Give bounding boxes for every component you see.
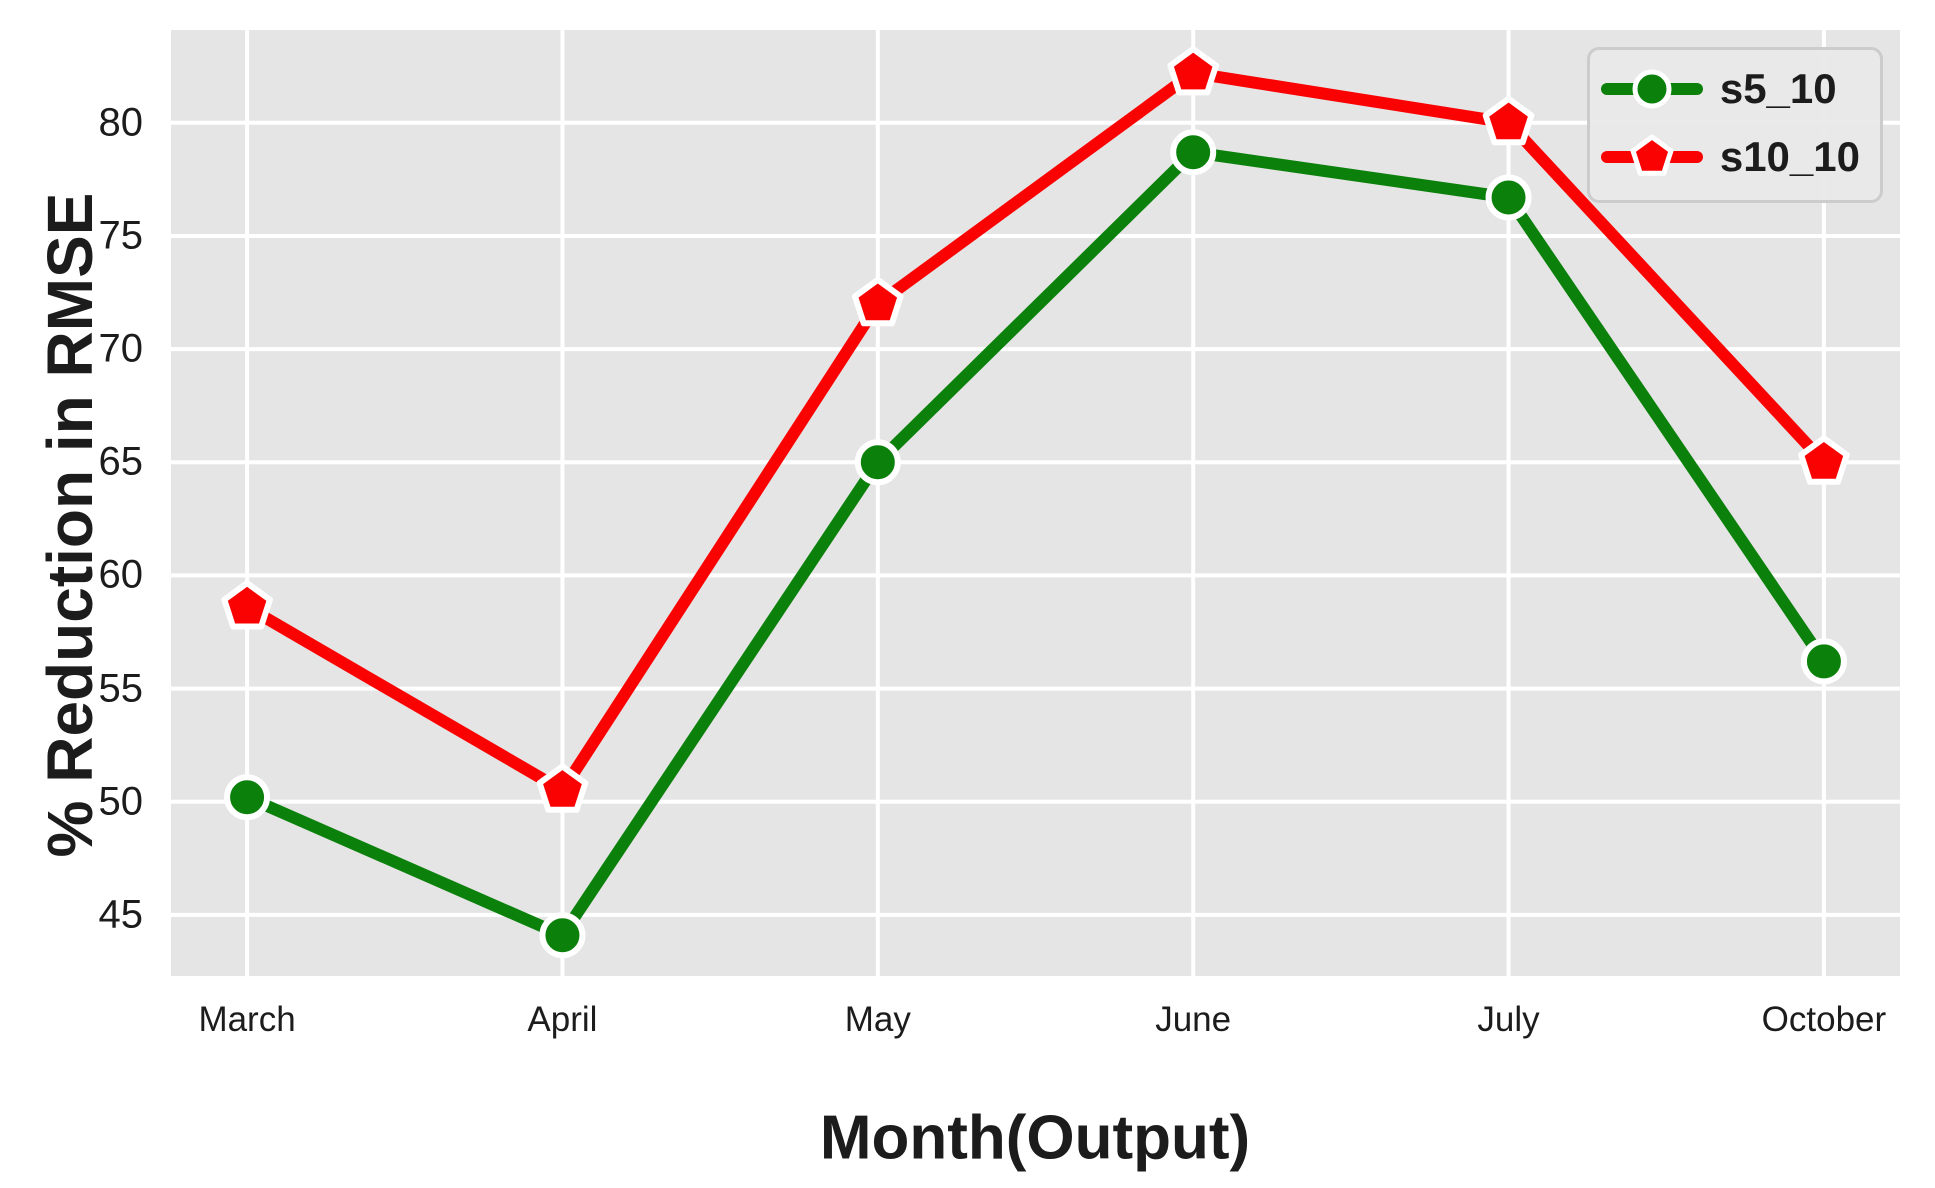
data-point-s10_10 (536, 763, 589, 813)
data-point-s10_10 (1798, 435, 1850, 485)
x-tick-label: July (1477, 1000, 1540, 1039)
x-tick-label: May (844, 1000, 911, 1039)
legend-item-s5_10: s5_10 (1600, 56, 1860, 122)
x-tick-label: April (527, 1000, 598, 1039)
y-tick-label: 50 (98, 779, 144, 824)
legend-item-s10_10: s10_10 (1600, 124, 1860, 190)
legend-label: s5_10 (1719, 65, 1837, 112)
series-line-s10_10 (241, 67, 1830, 797)
x-tick-label: October (1761, 1000, 1887, 1039)
legend: s5_10 s10_10 (1586, 47, 1883, 203)
y-tick-label: 70 (98, 326, 144, 371)
data-point-s5_10 (1485, 174, 1532, 221)
x-tick-label: March (198, 1000, 296, 1039)
data-point-s5_10 (1800, 638, 1847, 685)
y-tick-label: 65 (98, 439, 144, 484)
y-tick-label: 55 (98, 666, 144, 711)
plot-area: s5_10 s10_10 (171, 30, 1900, 976)
data-point-s5_10 (539, 912, 586, 959)
data-point-s5_10 (854, 439, 901, 486)
data-point-s5_10 (224, 774, 271, 821)
x-axis-label: Month(Output) (819, 1103, 1251, 1173)
legend-marker-pentagon-icon (1600, 134, 1703, 176)
y-tick-label: 80 (98, 100, 144, 145)
legend-label: s10_10 (1719, 133, 1860, 180)
y-axis-label: % Reduction in RMSE (34, 192, 106, 858)
x-tick-label: June (1155, 1000, 1232, 1039)
data-point-s10_10 (221, 580, 273, 630)
y-tick-label: 75 (98, 213, 144, 258)
y-tick-label: 60 (98, 552, 144, 597)
data-point-s10_10 (1482, 95, 1535, 146)
data-point-s10_10 (852, 276, 904, 327)
legend-marker-circle-icon (1600, 69, 1703, 109)
data-point-s10_10 (1167, 46, 1219, 96)
series-line-s5_10 (241, 146, 1830, 942)
data-point-s5_10 (1170, 129, 1217, 176)
y-tick-label: 45 (98, 892, 144, 937)
